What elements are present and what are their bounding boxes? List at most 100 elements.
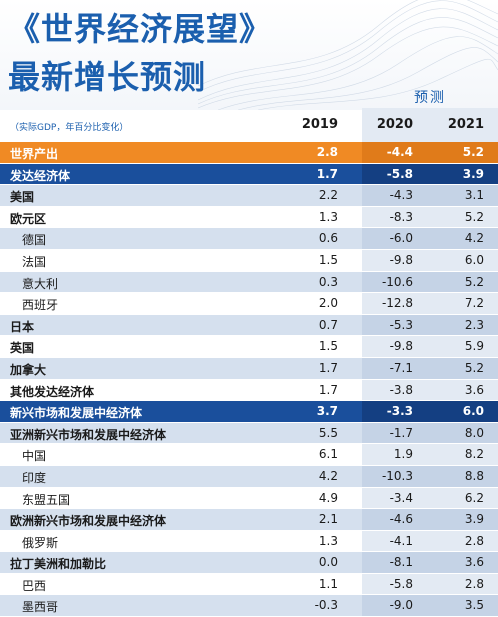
row-name: 新兴市场和发展中经济体 — [10, 406, 143, 421]
value-2020: -9.8 — [389, 339, 413, 354]
page-title-line2: 最新增长预测 — [8, 58, 207, 96]
value-2021: 3.1 — [464, 188, 484, 203]
value-2019: 2.0 — [318, 296, 338, 311]
value-2019: 1.3 — [318, 533, 338, 548]
value-2019: 6.1 — [318, 447, 338, 462]
value-2019: 1.7 — [318, 360, 338, 375]
wave-pattern-decoration — [198, 0, 498, 110]
row-name: 德国 — [22, 233, 47, 248]
table-row-asean5: 东盟五国 4.9 -3.4 6.2 — [0, 487, 498, 510]
value-2021: 8.0 — [464, 425, 484, 440]
value-2021: 2.8 — [464, 533, 484, 548]
value-2019: 1.7 — [316, 166, 338, 181]
row-name: 发达经济体 — [10, 168, 71, 183]
value-2021: 5.2 — [464, 209, 484, 224]
unit-note: （实际GDP，年百分比变化） — [10, 123, 129, 133]
value-2019: 2.8 — [316, 145, 338, 159]
value-2021: 3.6 — [464, 555, 484, 570]
year-header-2021: 2021 — [447, 117, 484, 132]
value-2019: 2.2 — [318, 188, 338, 203]
value-2020: -7.1 — [389, 360, 413, 375]
table-row-euro-area: 欧元区 1.3 -8.3 5.2 — [0, 206, 498, 229]
table-row-canada: 加拿大 1.7 -7.1 5.2 — [0, 357, 498, 380]
row-name: 欧洲新兴市场和发展中经济体 — [10, 514, 167, 529]
value-2021: 6.0 — [464, 252, 484, 267]
value-2021: 2.8 — [464, 576, 484, 591]
row-name: 意大利 — [22, 276, 59, 291]
value-2021: 5.2 — [464, 274, 484, 289]
table-row-latin-america: 拉丁美洲和加勒比 0.0 -8.1 3.6 — [0, 552, 498, 574]
value-2021: 3.5 — [464, 598, 484, 613]
value-2021: 3.9 — [464, 512, 484, 527]
value-2021: 6.2 — [464, 490, 484, 505]
value-2021: 6.0 — [462, 404, 484, 419]
value-2020: -1.7 — [389, 425, 413, 440]
year-header-2020: 2020 — [376, 117, 413, 132]
value-2020: -10.3 — [381, 468, 413, 483]
value-2019: 4.9 — [318, 490, 338, 505]
table-row-uk: 英国 1.5 -9.8 5.9 — [0, 336, 498, 358]
table-row-emerging-asia: 亚洲新兴市场和发展中经济体 5.5 -1.7 8.0 — [0, 422, 498, 445]
value-2019: -0.3 — [314, 598, 338, 613]
value-2021: 5.2 — [464, 360, 484, 375]
table-row-china: 中国 6.1 1.9 8.2 — [0, 444, 498, 466]
table-row-france: 法国 1.5 -9.8 6.0 — [0, 249, 498, 272]
page-header: 《世界经济展望》 最新增长预测 — [0, 0, 498, 110]
value-2020: -3.3 — [386, 404, 413, 419]
growth-table: 世界产出 2.8 -4.4 5.2 发达经济体 1.7 -5.8 3.9 美国 2.2 -4.3… — [0, 142, 498, 617]
row-name: 中国 — [22, 449, 47, 464]
table-row-mexico: 墨西哥 -0.3 -9.0 3.5 — [0, 595, 498, 617]
value-2020: -5.8 — [386, 166, 413, 181]
row-name: 印度 — [22, 470, 47, 485]
table-row-spain: 西班牙 2.0 -12.8 7.2 — [0, 293, 498, 315]
value-2019: 0.3 — [318, 274, 338, 289]
value-2021: 8.2 — [464, 447, 484, 462]
table-row-brazil: 巴西 1.1 -5.8 2.8 — [0, 573, 498, 596]
table-row-germany: 德国 0.6 -6.0 4.2 — [0, 228, 498, 250]
table-row-emerging-developing: 新兴市场和发展中经济体 3.7 -3.3 6.0 — [0, 401, 498, 423]
row-name: 欧元区 — [10, 211, 47, 226]
value-2020: -10.6 — [381, 274, 413, 289]
row-name: 法国 — [22, 254, 47, 269]
row-name: 其他发达经济体 — [10, 384, 95, 399]
value-2020: -3.4 — [389, 490, 413, 505]
value-2020: -4.3 — [389, 188, 413, 203]
table-row-usa: 美国 2.2 -4.3 3.1 — [0, 185, 498, 207]
value-2019: 1.5 — [318, 252, 338, 267]
value-2020: -9.8 — [389, 252, 413, 267]
value-2019: 4.2 — [318, 468, 338, 483]
row-name: 东盟五国 — [22, 492, 71, 507]
value-2020: -12.8 — [381, 296, 413, 311]
value-2020: -3.8 — [389, 382, 413, 397]
value-2021: 2.3 — [464, 317, 484, 332]
value-2021: 7.2 — [464, 296, 484, 311]
table-row-other-advanced: 其他发达经济体 1.7 -3.8 3.6 — [0, 379, 498, 402]
value-2019: 1.3 — [318, 209, 338, 224]
row-name: 世界产出 — [10, 147, 59, 161]
value-2019: 1.5 — [318, 339, 338, 354]
table-row-russia: 俄罗斯 1.3 -4.1 2.8 — [0, 530, 498, 553]
value-2019: 3.7 — [316, 404, 338, 419]
table-row-advanced-economies: 发达经济体 1.7 -5.8 3.9 — [0, 163, 498, 186]
row-name: 日本 — [10, 319, 35, 334]
value-2019: 0.0 — [318, 555, 338, 570]
table-row-japan: 日本 0.7 -5.3 2.3 — [0, 314, 498, 337]
value-2019: 0.7 — [318, 317, 338, 332]
row-name: 美国 — [10, 190, 35, 205]
row-name: 巴西 — [22, 578, 47, 593]
column-header-row: （实际GDP，年百分比变化） 2019 2020 2021 — [0, 112, 498, 140]
table-row-emerging-europe: 欧洲新兴市场和发展中经济体 2.1 -4.6 3.9 — [0, 509, 498, 531]
value-2021: 5.9 — [464, 339, 484, 354]
value-2020: -6.0 — [389, 231, 413, 246]
value-2021: 8.8 — [464, 468, 484, 483]
year-header-2019: 2019 — [301, 117, 338, 132]
value-2020: -5.3 — [389, 317, 413, 332]
row-name: 俄罗斯 — [22, 535, 59, 550]
table-row-italy: 意大利 0.3 -10.6 5.2 — [0, 271, 498, 294]
value-2021: 3.9 — [462, 166, 484, 181]
value-2021: 4.2 — [464, 231, 484, 246]
value-2020: -4.4 — [386, 145, 413, 159]
table-row-world-output: 世界产出 2.8 -4.4 5.2 — [0, 142, 498, 164]
value-2020: -9.0 — [389, 598, 413, 613]
row-name: 西班牙 — [22, 298, 59, 313]
